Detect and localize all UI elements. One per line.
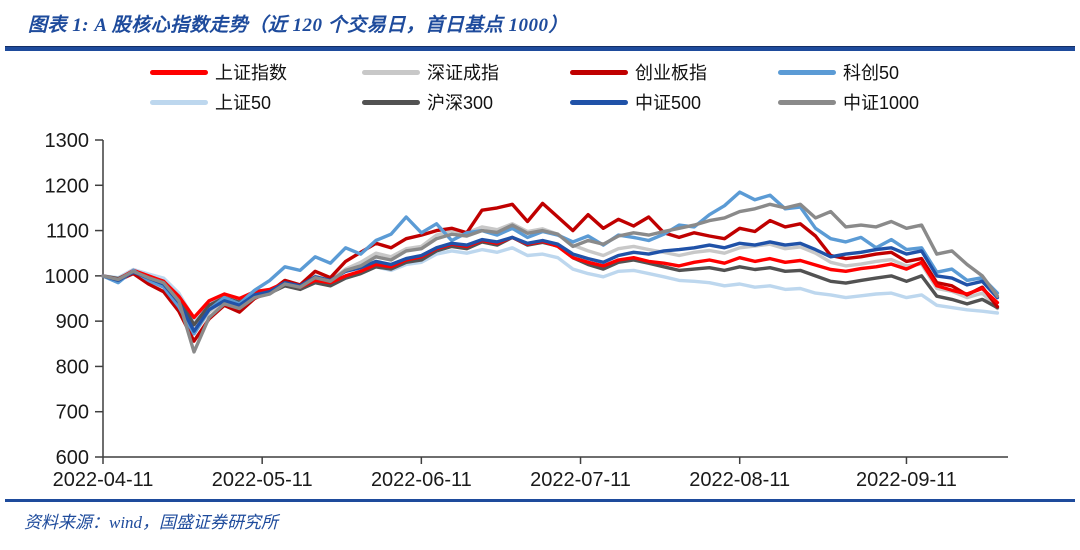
y-tick-label: 1100 [46,221,89,243]
legend-label: 上证指数 [215,63,287,83]
y-tick-label: 1300 [45,130,90,152]
legend-swatch-创业板指 [570,69,628,75]
legend-item-科创50: 科创50 [778,60,899,84]
legend-label: 深证成指 [427,63,499,83]
x-tick-label: 2022-05-11 [212,469,313,491]
legend-swatch-上证50 [150,99,208,105]
chart-svg: 600 700 800 900 1000 1100 1200 1300 2022-04-11 20… [45,130,1008,491]
chart-title: 图表 1: A 股核心指数走势（近 120 个交易日，首日基点 1000） [28,15,568,36]
legend-swatch-沪深300 [362,99,420,105]
legend-swatch-上证指数 [150,69,208,75]
legend-item-中证1000: 中证1000 [778,90,919,114]
source-note: 资料来源：wind，国盛证券研究所 [24,513,279,532]
legend-swatch-中证500 [570,99,628,105]
legend-label: 上证50 [215,93,272,113]
x-tick-label: 2022-09-11 [856,469,957,491]
y-tick-label: 900 [56,311,89,333]
legend-item-创业板指: 创业板指 [570,60,707,84]
x-tick-label: 2022-07-11 [530,469,631,491]
legend-label: 沪深300 [427,93,494,113]
legend-label: 中证500 [635,93,702,113]
x-tick-label: 2022-06-11 [371,469,472,491]
legend-swatch-中证1000 [778,99,836,105]
legend-swatch-科创50 [778,69,836,75]
legend-item-深证成指: 深证成指 [362,60,499,84]
y-tick-label: 700 [56,402,89,424]
y-tick-label: 1200 [45,175,90,197]
chart-area: 600 700 800 900 1000 1100 1200 1300 2022-04-11 20… [0,118,1080,498]
y-tick-label: 1000 [45,266,90,288]
legend-label: 中证1000 [843,93,920,113]
legend-swatch-深证成指 [362,69,420,75]
legend-label: 创业板指 [635,63,707,83]
x-tick-label: 2022-08-11 [689,469,790,491]
footer-divider [5,499,1075,502]
legend-row-2: 上证50 沪深300 中证500 中证1000 [0,90,1080,114]
legend-item-上证50: 上证50 [150,90,271,114]
legend-label: 科创50 [843,63,900,83]
legend-item-沪深300: 沪深300 [362,90,493,114]
y-tick-label: 800 [56,356,89,378]
legend-row-1: 上证指数 深证成指 创业板指 科创50 [0,60,1080,84]
series-line-中证1000 [101,202,1000,354]
x-tick-label: 2022-04-11 [53,469,154,491]
title-divider [5,46,1075,51]
legend-item-中证500: 中证500 [570,90,701,114]
y-tick-label: 600 [56,447,89,469]
legend-item-上证指数: 上证指数 [150,60,287,84]
series-line-中证500 [101,235,1000,333]
